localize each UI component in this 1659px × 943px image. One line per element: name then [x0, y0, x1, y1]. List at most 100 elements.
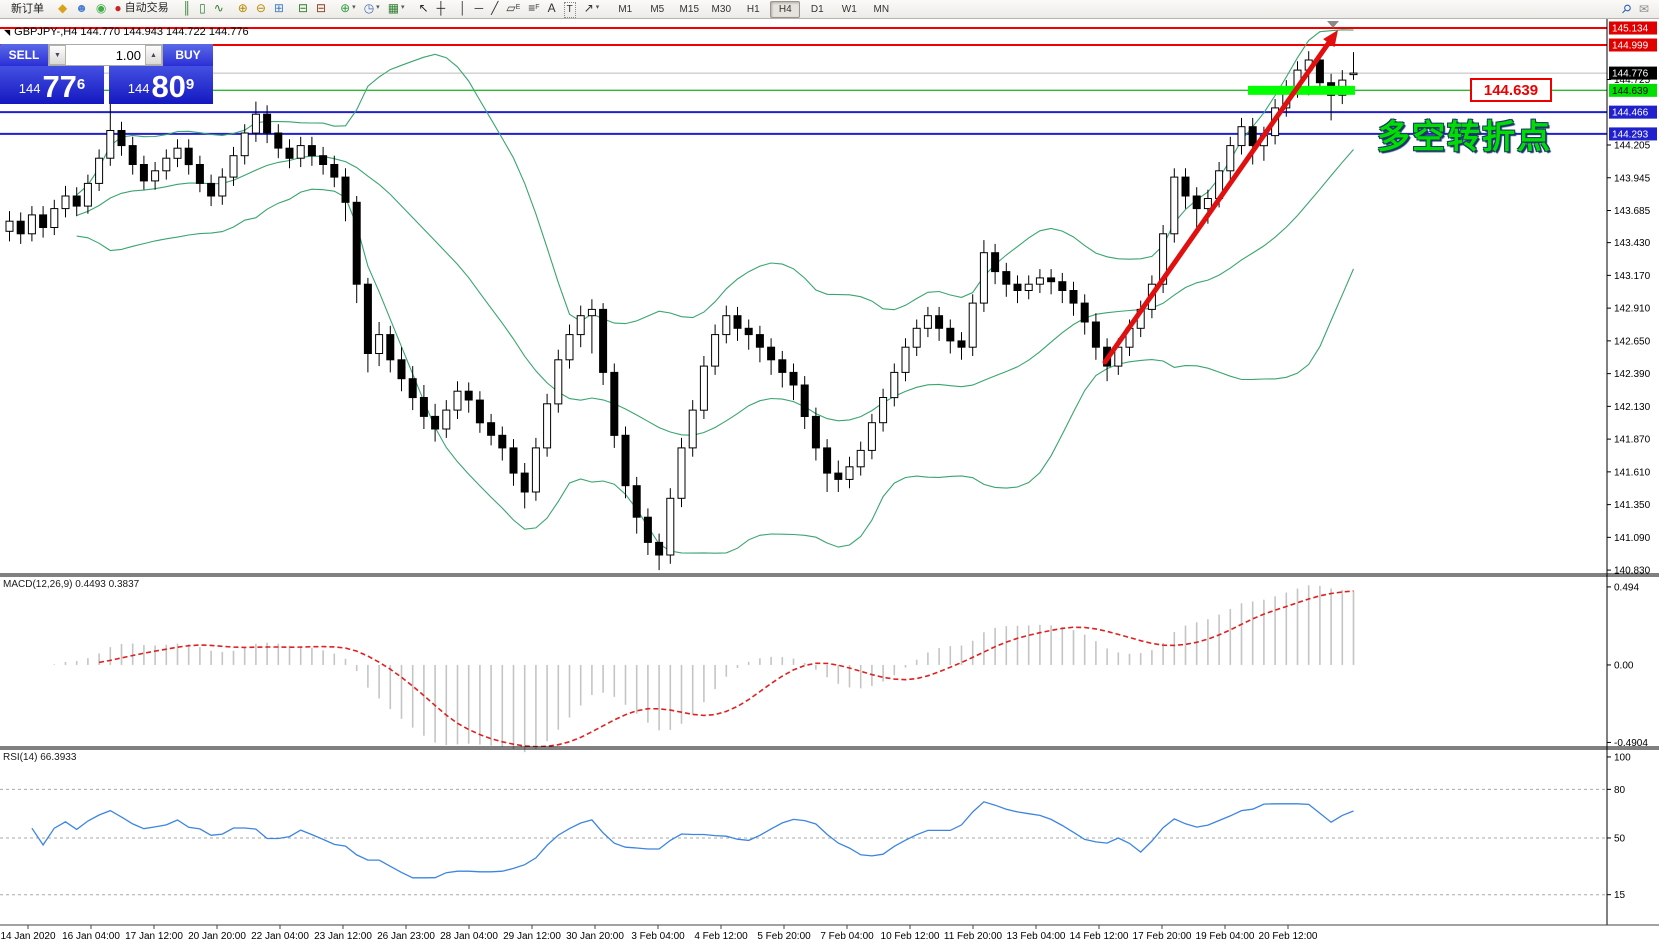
price-tick-label: 141.090 [1614, 533, 1651, 544]
text-label-icon[interactable]: T [560, 2, 580, 18]
market-watch-icon: ☻ [75, 1, 88, 15]
price-tick-label: 143.685 [1614, 206, 1651, 217]
add-indicator-icon[interactable]: ⊕ ▾ [336, 0, 360, 16]
cursor-icon[interactable]: ↖ [415, 0, 433, 16]
tile-windows-icon[interactable]: ⊞ [270, 0, 288, 16]
candle-body [531, 447, 540, 493]
rsi-tick-label: 100 [1614, 752, 1631, 763]
candle-series[interactable] [5, 51, 1358, 571]
time-tick-label: 10 Feb 12:00 [881, 931, 940, 942]
chat-icon[interactable]: ✉ [1635, 1, 1653, 17]
zoom-in-icon: ⊕ [237, 1, 248, 15]
timeframe-button-h1[interactable]: H1 [746, 3, 760, 15]
bollinger-lower-band [76, 188, 1355, 554]
timeframe-button-w1[interactable]: W1 [841, 3, 857, 15]
fibonacci-icon[interactable]: ≡ F [524, 0, 543, 16]
candle-body [363, 283, 372, 355]
market-watch-icon[interactable]: ☻ [71, 0, 92, 16]
candle-body [229, 155, 238, 178]
candle-body [800, 384, 809, 417]
candle-body [1002, 271, 1011, 285]
candle-body [218, 176, 227, 197]
candlestick-chart-icon[interactable]: ▯ [195, 0, 210, 16]
candle-body [431, 415, 440, 430]
candle-body [162, 157, 171, 172]
sell-price-button[interactable]: 144 77 6 [0, 66, 104, 104]
rsi-line [31, 801, 1354, 879]
candle-body [1080, 302, 1089, 323]
candle-body [207, 182, 216, 197]
equidistant-channel-icon[interactable]: ▱ E [502, 0, 524, 16]
trend-arrow-head[interactable] [1323, 30, 1338, 48]
dropdown-caret-icon[interactable]: ▾ [352, 4, 356, 11]
volume-input[interactable] [66, 45, 145, 65]
price-level-text-box[interactable]: 144.639 [1470, 78, 1552, 102]
timeframe-button-d1[interactable]: D1 [810, 3, 824, 15]
candle-body [543, 403, 552, 449]
tile-windows-icon: ⊞ [273, 1, 284, 15]
candle-body [263, 113, 272, 134]
macd-tick-label: -0.4904 [1614, 738, 1648, 749]
sell-button[interactable]: SELL [0, 44, 48, 66]
new-order-button[interactable]: 新订单 [4, 1, 48, 17]
candle-body [27, 214, 36, 235]
chart-canvas[interactable]: 144.725 144.205 143.945 143.685 143.430 143.1… [0, 19, 1659, 943]
text-icon[interactable]: A [544, 0, 560, 16]
candle-body [576, 315, 585, 336]
candle-body [520, 472, 529, 493]
vertical-line-icon[interactable]: │ [455, 0, 471, 16]
buy-price-button[interactable]: 144 80 9 [109, 66, 213, 104]
candle-body [632, 485, 641, 518]
trendline-icon[interactable]: ╱ [487, 0, 502, 16]
support-highlight-bar[interactable] [1248, 85, 1355, 95]
price-chip-label: 144.999 [1612, 41, 1649, 52]
chat-icon: ✉ [1638, 2, 1649, 16]
candle-body [195, 164, 204, 184]
trend-arrow-line[interactable] [1102, 38, 1333, 365]
crosshair-icon[interactable]: ┼ [433, 0, 450, 16]
dropdown-caret-icon[interactable]: ▾ [401, 4, 405, 11]
candle-body [1192, 195, 1201, 210]
candle-body [498, 434, 507, 449]
price-chip-label: 144.466 [1612, 108, 1649, 119]
candle-body [240, 132, 249, 157]
candle-body [397, 359, 406, 380]
dropdown-caret-icon[interactable]: ▾ [595, 4, 600, 11]
volume-decrease-button[interactable]: ▼ [49, 45, 66, 65]
volume-increase-button[interactable]: ▲ [145, 45, 162, 65]
turning-point-annotation[interactable]: 多空转折点 [1377, 118, 1552, 155]
line-chart-icon[interactable]: ∿ [210, 0, 228, 16]
timeframe-button-m30[interactable]: M30 [711, 3, 731, 15]
periods-icon[interactable]: ◷ ▾ [360, 0, 384, 16]
price-tick-label: 142.130 [1614, 402, 1651, 413]
signals-icon[interactable]: ◉ [92, 0, 110, 16]
horizontal-line-icon[interactable]: ─ [471, 0, 488, 16]
timeframe-button-h4[interactable]: H4 [770, 0, 801, 18]
timeframe-button-mn[interactable]: MN [873, 3, 890, 15]
timeframe-button-m1[interactable]: M1 [618, 3, 633, 15]
zoom-out-icon[interactable]: ⊖ [252, 0, 270, 16]
candle-body [957, 340, 966, 348]
arrows-tool-icon[interactable]: ↗ ▾ [580, 0, 604, 16]
zoom-out-icon: ⊖ [255, 1, 266, 15]
zoom-in-icon[interactable]: ⊕ [234, 0, 252, 16]
templates-icon[interactable]: ▦ ▾ [384, 0, 409, 16]
dropdown-caret-icon[interactable]: ▾ [376, 4, 380, 11]
candle-body [16, 220, 25, 235]
candle-body [912, 327, 921, 348]
price-tick-label: 142.650 [1614, 336, 1651, 347]
search-icon[interactable]: ⚲ [1618, 1, 1635, 17]
chart-shift-marker-icon[interactable] [1327, 21, 1339, 28]
charts-grid-icon[interactable]: ◆ [54, 0, 71, 16]
autotrading-button[interactable]: ● 自动交易 [110, 0, 172, 16]
candle-body [453, 390, 462, 411]
buy-button[interactable]: BUY [163, 44, 213, 66]
timeframe-button-m15[interactable]: M15 [679, 3, 699, 15]
candle-body [1159, 233, 1168, 285]
indicator-window-2-icon[interactable]: ⊟ [312, 0, 330, 16]
timeframe-button-m5[interactable]: M5 [650, 3, 665, 15]
bar-chart-icon[interactable]: ║ [179, 0, 196, 16]
price-tick-label: 142.390 [1614, 369, 1651, 380]
new-order-button-label: 新订单 [11, 3, 44, 15]
indicator-window-icon[interactable]: ⊟ [294, 0, 312, 16]
